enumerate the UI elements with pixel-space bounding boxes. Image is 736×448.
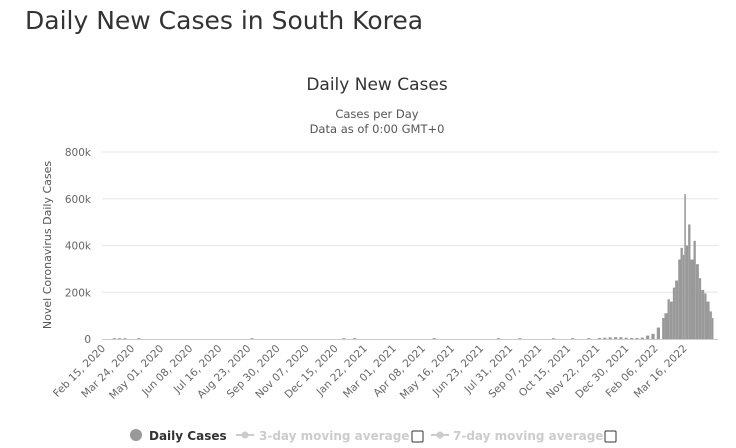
daily-cases-bar [669,301,673,339]
daily-cases-bar [680,247,683,339]
daily-cases-bar [672,287,676,339]
daily-cases-bar [635,338,639,339]
chart-title: Daily New Cases [306,75,448,95]
daily-cases-bar [646,335,650,339]
daily-cases-bar [640,337,644,339]
chart-subtitle-line-2: Data as of 0:00 GMT+0 [310,122,445,136]
daily-cases-bar [603,337,607,339]
daily-cases-bar [137,338,141,339]
daily-cases-bar [630,337,634,339]
daily-cases-bar [667,299,670,339]
daily-cases-bar [656,327,660,339]
y-axis-label: Novel Coronavirus Daily Cases [41,161,54,329]
daily-cases-bar [352,338,357,339]
daily-cases-bar [704,293,707,339]
daily-cases-bar [688,224,691,339]
checkbox-7-day-moving-average[interactable] [604,430,617,443]
legend-marker-7-day-icon [436,431,444,439]
y-tick-label: 600k [65,194,92,206]
daily-cases-bar [709,311,712,339]
daily-cases-bar [698,278,702,339]
y-gridlines [102,151,718,293]
daily-cases-bar [118,338,122,339]
y-tick-labels: 0 200k 400k 600k 800k [65,147,92,346]
daily-cases-bar [693,240,696,339]
daily-cases-bar [701,289,705,339]
daily-cases-bar [624,337,628,339]
daily-cases-bar [684,194,686,339]
daily-cases-bar [664,313,668,339]
legend-marker-daily-cases [130,429,142,441]
daily-cases-bar [662,317,665,339]
page-title: Daily New Cases in South Korea [25,6,424,35]
daily-cases-bar [551,338,556,339]
daily-cases-bar [619,337,623,339]
daily-cases-bar [571,338,575,339]
x-tick-label: Mar 16, 2022 [632,343,690,401]
daily-cases-bar [123,338,127,339]
y-tick-label: 0 [84,334,91,346]
daily-cases-bar [613,337,618,339]
legend-label-3-day-moving-average: 3-day moving average [259,429,409,443]
daily-cases-bar [342,338,346,339]
daily-cases-bar [496,338,501,339]
legend-label-daily-cases: Daily Cases [149,429,227,443]
daily-cases-bar [682,254,685,339]
daily-cases-bar [695,264,699,339]
legend: Daily Cases 3-day moving average 7-day m… [130,429,617,443]
daily-cases-bar [675,280,679,339]
daily-cases-bar [518,338,522,339]
daily-cases-bar [690,259,694,339]
daily-cases-bars [112,194,714,339]
daily-cases-bar [685,245,689,339]
legend-label-7-day-moving-average: 7-day moving average [453,429,603,443]
daily-cases-bar [597,338,602,339]
daily-cases-bar [587,338,591,339]
daily-cases-bar [250,338,254,339]
daily-cases-bar [706,301,710,339]
daily-cases-bar [711,317,714,339]
daily-cases-bar [112,338,116,339]
daily-cases-bar [608,337,612,339]
legend-item-3-day-moving-average[interactable]: 3-day moving average [236,429,424,443]
y-tick-label: 200k [65,287,92,299]
legend-item-7-day-moving-average[interactable]: 7-day moving average [431,429,617,443]
daily-cases-bar [651,333,655,339]
daily-cases-bar [432,338,436,339]
legend-item-daily-cases[interactable]: Daily Cases [130,429,227,443]
chart-subtitle-line-1: Cases per Day [335,107,418,121]
checkbox-3-day-moving-average[interactable] [411,430,424,443]
legend-marker-3-day-icon [241,431,249,439]
y-tick-label: 800k [65,147,92,159]
daily-cases-bar [678,259,681,339]
y-tick-label: 400k [65,241,92,253]
